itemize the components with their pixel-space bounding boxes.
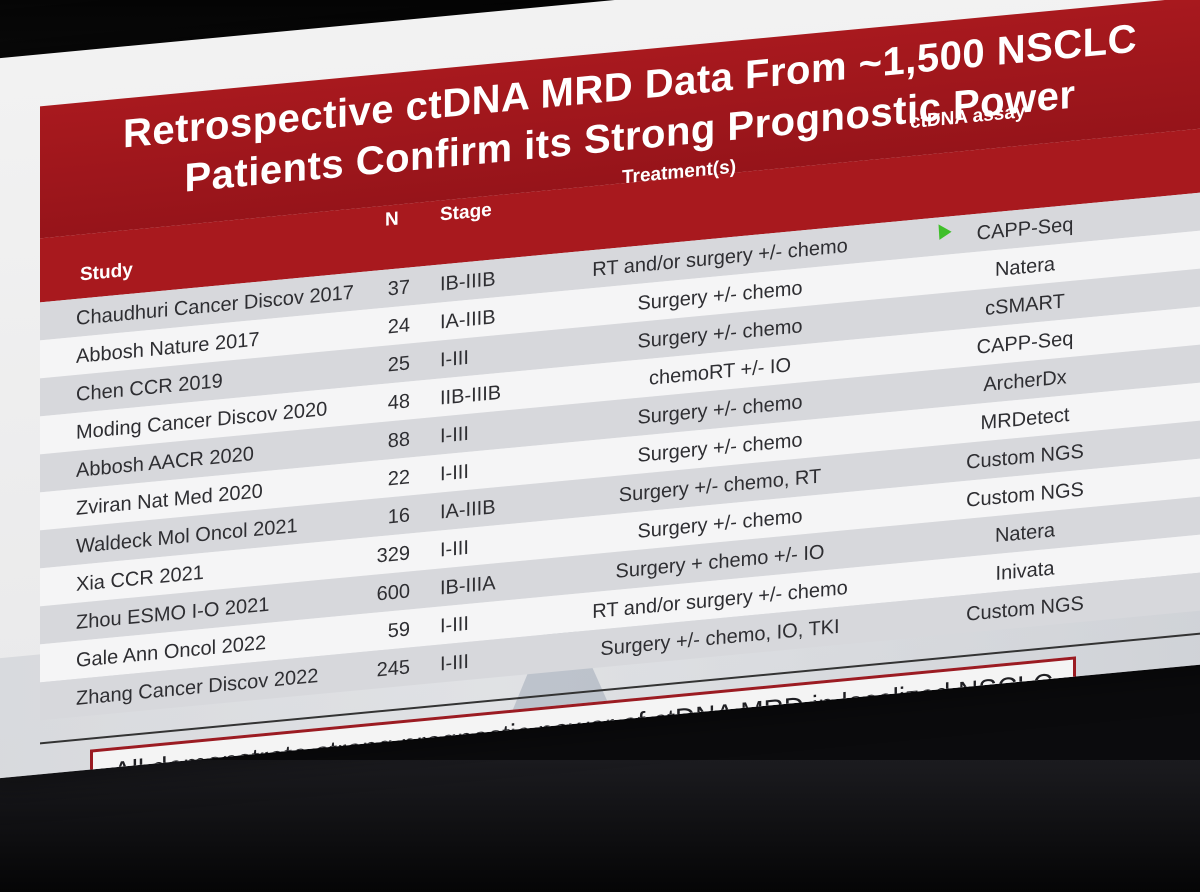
- cell-n: 37: [387, 276, 410, 301]
- cell-n: 25: [387, 352, 410, 377]
- cell-n: 48: [387, 390, 410, 415]
- cell-stage: I-III: [440, 650, 469, 676]
- cell-stage: IA-IIIB: [440, 496, 496, 524]
- presentation-slide: Retrospective ctDNA MRD Data From ~1,500…: [0, 0, 1200, 780]
- header-n: N: [385, 208, 399, 231]
- cell-n: 59: [387, 618, 410, 643]
- cell-stage: IA-IIIB: [440, 306, 496, 334]
- header-study: Study: [80, 259, 133, 286]
- cell-n: 88: [387, 428, 410, 453]
- cell-stage: IIB-IIIB: [440, 381, 502, 410]
- cell-stage: I-III: [440, 422, 469, 448]
- cell-stage: IB-IIIA: [440, 572, 496, 600]
- cell-stage: IB-IIIB: [440, 268, 496, 296]
- room-background-bottom: [0, 760, 1200, 892]
- header-stage: Stage: [440, 199, 492, 226]
- cell-stage: I-III: [440, 460, 469, 486]
- cell-n: 600: [376, 580, 410, 606]
- cell-stage: I-III: [440, 346, 469, 372]
- cell-stage: I-III: [440, 536, 469, 562]
- cell-n: 24: [387, 314, 410, 339]
- cell-n: 329: [376, 542, 410, 568]
- cell-n: 22: [387, 466, 410, 491]
- cell-stage: I-III: [440, 612, 469, 638]
- cell-n: 16: [387, 504, 410, 529]
- cell-n: 245: [376, 656, 410, 682]
